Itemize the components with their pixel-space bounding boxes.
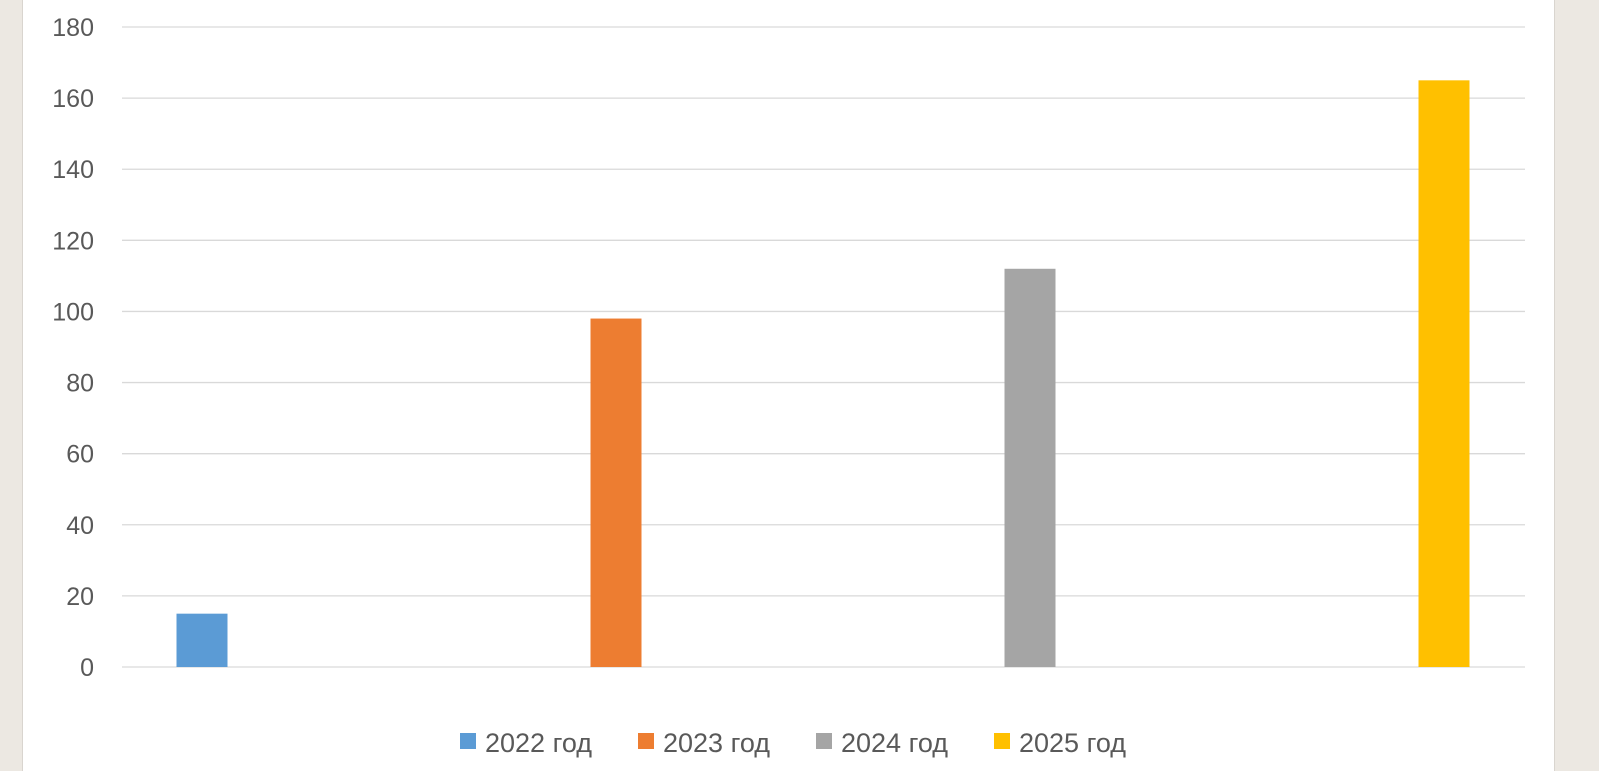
gridlines — [122, 26, 1525, 668]
legend-label: 2024 год — [841, 728, 948, 758]
legend-label: 2023 год — [663, 728, 770, 758]
y-axis-ticks: 0 20 40 60 80 100 120 140 160 180 — [52, 14, 94, 682]
legend-label: 2022 год — [485, 728, 592, 758]
y-tick-label: 100 — [52, 298, 94, 326]
y-tick-label: 20 — [66, 583, 94, 611]
y-tick-label: 60 — [66, 441, 94, 469]
chart-panel — [22, 0, 1555, 771]
y-tick-label: 140 — [52, 156, 94, 184]
bars — [176, 80, 1470, 668]
bar-2024-год — [1004, 268, 1056, 667]
bar-2022-год — [176, 613, 228, 667]
legend-swatch — [638, 733, 654, 749]
legend-swatch — [460, 733, 476, 749]
bar-2025-год — [1418, 80, 1470, 668]
legend-swatch — [816, 733, 832, 749]
y-tick-label: 160 — [52, 85, 94, 113]
y-tick-label: 180 — [52, 14, 94, 42]
legend-swatch — [994, 733, 1010, 749]
y-tick-label: 120 — [52, 227, 94, 255]
y-tick-label: 40 — [66, 512, 94, 540]
legend: 2022 год 2023 год 2024 год 2025 год — [460, 728, 1126, 758]
y-tick-label: 0 — [80, 654, 94, 682]
bar-2023-год — [590, 318, 642, 667]
legend-label: 2025 год — [1019, 728, 1126, 758]
y-tick-label: 80 — [66, 370, 94, 398]
